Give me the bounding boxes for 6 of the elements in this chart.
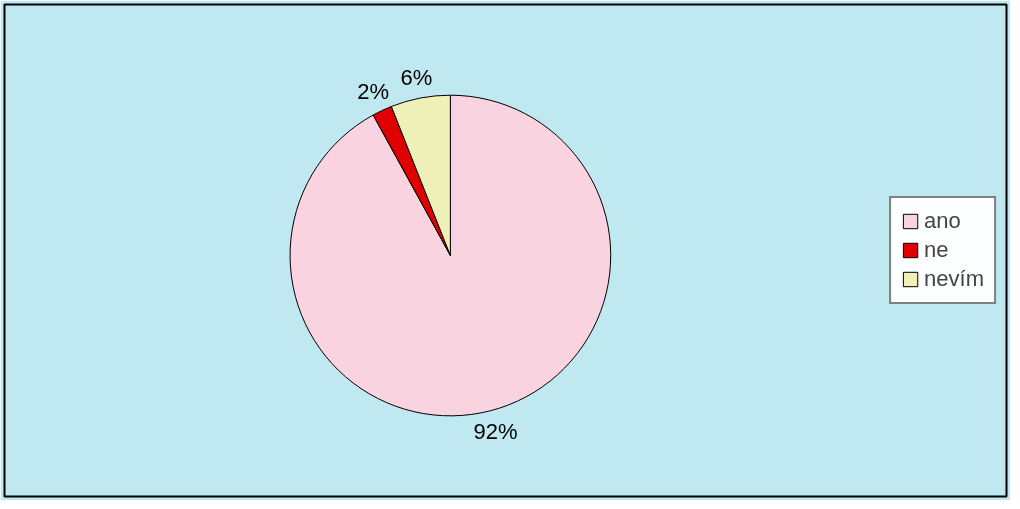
legend-label: nevím — [924, 266, 984, 292]
data-label: 2% — [357, 78, 390, 104]
data-label: 6% — [400, 64, 433, 90]
legend-label: ano — [924, 208, 961, 234]
data-label: 92% — [473, 418, 518, 444]
legend-label: ne — [924, 237, 949, 263]
